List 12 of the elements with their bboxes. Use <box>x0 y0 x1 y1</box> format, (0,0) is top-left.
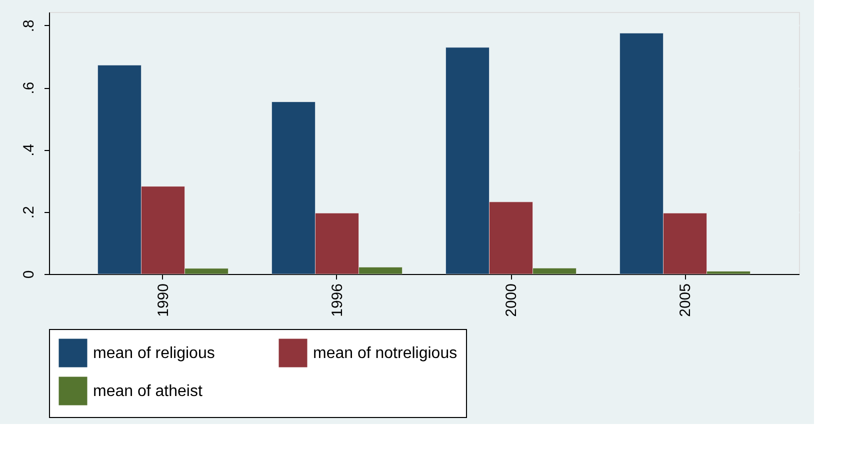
x-tick-label: 2005 <box>677 284 694 317</box>
x-tick-label: 1996 <box>328 284 346 317</box>
legend-label: mean of atheist <box>93 383 203 400</box>
y-tick-label: .4 <box>20 144 38 156</box>
legend-label: mean of notreligious <box>313 345 458 362</box>
y-tick-label: 0 <box>20 270 38 279</box>
x-tick-label: 2000 <box>503 284 520 317</box>
legend-label: mean of religious <box>93 345 215 362</box>
y-tick-label: .8 <box>20 20 38 32</box>
y-tick-label: .6 <box>20 82 38 94</box>
y-tick-label: .2 <box>20 206 38 219</box>
x-tick-label: 1990 <box>154 284 172 317</box>
